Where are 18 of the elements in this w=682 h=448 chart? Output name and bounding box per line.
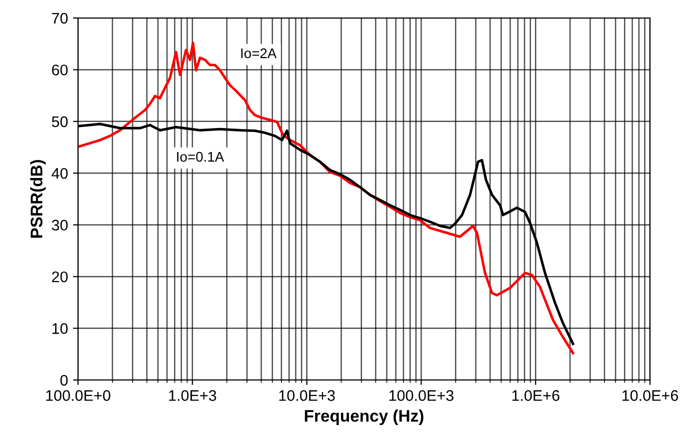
y-tick-label: 40 [52, 168, 68, 179]
y-tick-label: 10 [52, 323, 68, 334]
x-tick-label: 100.0E+3 [389, 390, 454, 401]
x-tick-label: 10.0E+6 [622, 390, 678, 401]
x-tick-label: 100.0E+0 [46, 390, 110, 401]
y-tick-label: 50 [52, 116, 68, 128]
x-tick-label: 1.0E+6 [512, 390, 560, 401]
x-tick-label: 10.0E+3 [279, 390, 335, 401]
y-tick-label: 0 [60, 374, 68, 386]
x-tick-label: 1.0E+3 [169, 390, 216, 401]
y-tick-label: 20 [52, 271, 68, 282]
y-tick-label: 70 [52, 12, 68, 24]
y-tick-label: 30 [52, 220, 68, 231]
series-label: Io=0.1A [177, 152, 224, 162]
x-axis-title: Frequency (Hz) [304, 410, 424, 426]
series-label: Io=2A [241, 48, 277, 58]
y-axis-title: PSRR(dB) [30, 160, 46, 238]
y-tick-label: 60 [52, 64, 68, 76]
